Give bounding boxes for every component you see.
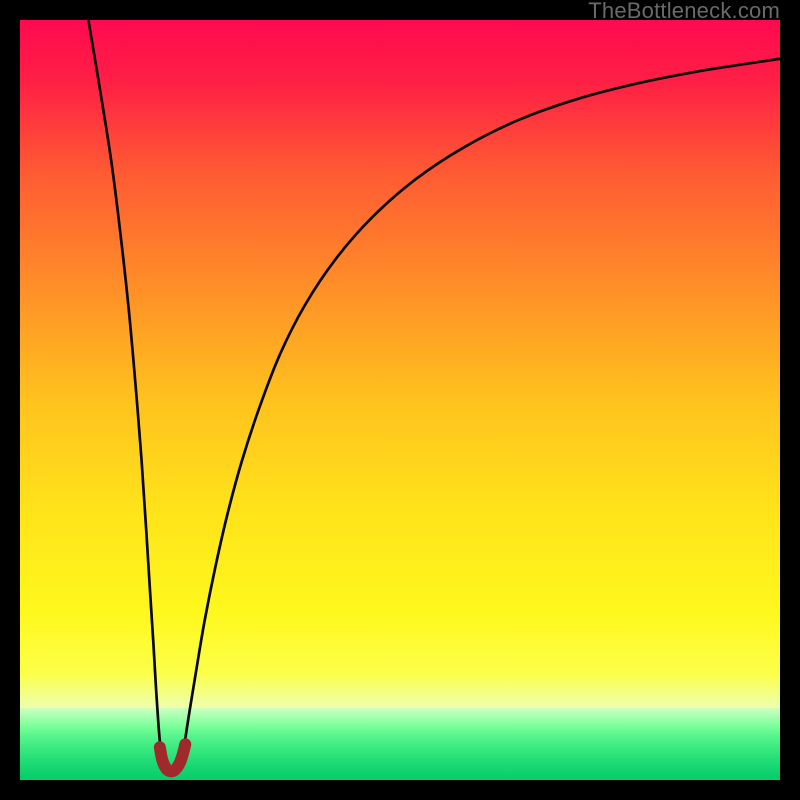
curve-left-branch — [88, 20, 160, 746]
curve-right-branch — [184, 59, 780, 746]
watermark-text: TheBottleneck.com — [588, 0, 780, 24]
chart-frame: TheBottleneck.com — [0, 0, 800, 800]
plot-area — [20, 20, 780, 780]
curve-basin-marker — [160, 744, 185, 771]
curve-layer — [20, 20, 780, 780]
